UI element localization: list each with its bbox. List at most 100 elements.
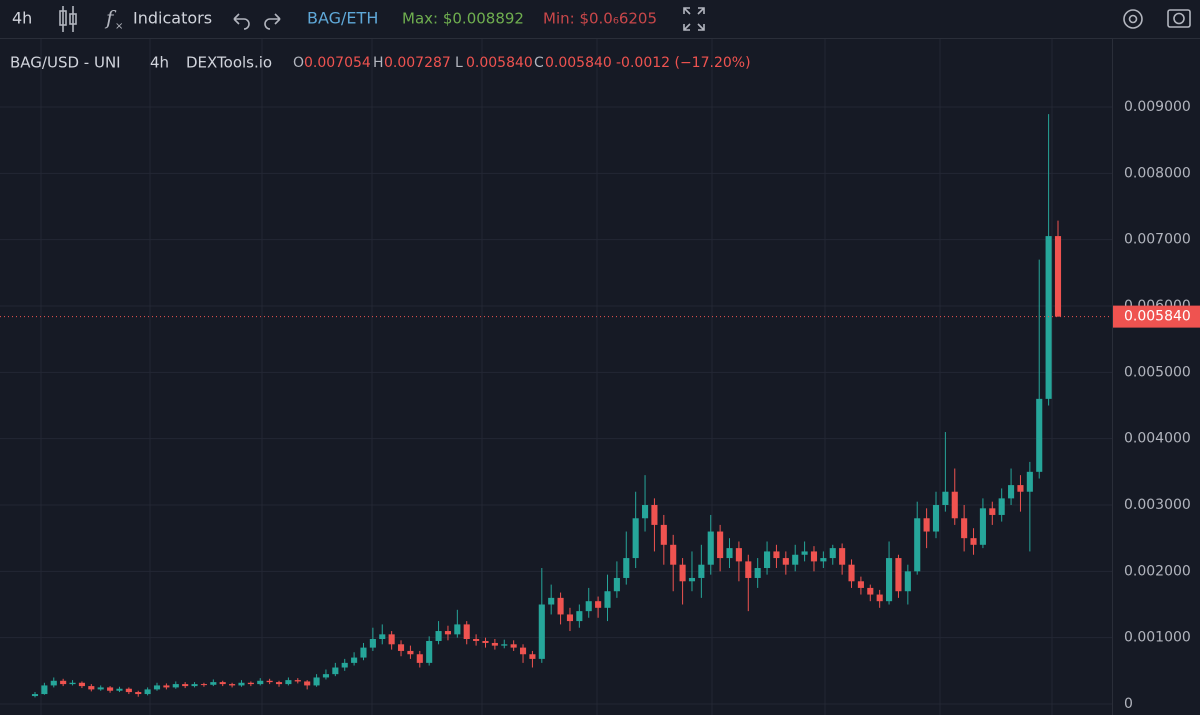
interval-button[interactable]: 4h [12,9,32,28]
candle-body [604,591,611,608]
y-tick-label: 0.001000 [1124,630,1191,646]
candle-body [388,634,395,645]
redo-icon[interactable] [264,13,281,30]
candle-body [125,688,132,693]
candle-body [229,684,236,686]
candle-body [60,680,67,685]
legend-key: C [534,55,544,71]
candle-body [360,647,367,658]
candle-body [219,682,226,685]
candle-body [238,682,245,686]
indicators-button[interactable]: Indicators [133,9,212,28]
candles [31,114,1062,698]
candle-body [144,689,151,695]
candle-body [1045,236,1052,399]
candle-body [641,505,649,519]
candle-body [538,604,545,659]
candle-body [510,644,517,648]
candle-body [548,597,555,605]
candle-body [679,564,686,582]
candle-body [266,680,273,683]
min-price: Min: $0.0₆6205 [543,10,657,28]
candle-body [341,662,348,668]
candle-body [576,611,583,622]
candle-body [773,551,780,559]
fullscreen-icon[interactable] [683,7,705,31]
candle-body [735,548,742,562]
candle-icon[interactable] [59,6,77,32]
candle-body [369,638,376,648]
candle-body [810,551,818,562]
candle-body [200,684,207,686]
candle-body [41,685,48,695]
candle-body [1026,471,1033,492]
candle-body [294,680,301,682]
candle-body [257,680,264,685]
candle-body [519,647,527,655]
candle-body [848,564,855,582]
candle-body [613,577,620,592]
candle-body [529,654,536,659]
candle-body [191,684,198,687]
candle-body [88,686,95,690]
legend-value: 0.007287 [384,55,451,71]
candle-body [247,682,254,685]
candle-body [764,551,771,569]
camera-icon[interactable] [1167,9,1191,28]
candle-body [801,551,808,555]
legend-key: O [293,55,304,71]
candle-body [313,677,320,686]
candle-body [829,548,836,559]
candle-body [557,597,564,615]
legend-key: L [455,55,463,71]
legend-interval: 4h [150,54,169,72]
y-tick-label: 0.003000 [1124,497,1191,513]
candle-body [867,587,874,595]
pair-link[interactable]: BAG/ETH [307,9,378,28]
legend-change: -0.0012 (−17.20%) [616,55,751,71]
candle-body [172,684,179,688]
candle-body [69,682,76,685]
candle-body [632,518,639,559]
candle-body [595,601,602,608]
y-tick-label: 0.008000 [1124,165,1191,181]
candle-body [1008,485,1015,499]
candle-body [135,692,142,695]
candle-body [463,624,470,639]
candle-body [501,644,508,646]
candle-body [717,531,724,559]
candle-body [322,674,329,678]
candle-body [210,682,217,685]
candle-body [1054,236,1062,317]
candle-body [1036,398,1043,472]
candle-body [332,667,339,675]
candle-body [116,688,123,691]
candle-body [839,548,846,565]
candle-body [670,544,677,565]
y-tick-label: 0.009000 [1124,99,1191,115]
candle-body [979,508,986,545]
legend-value: 0.005840 [466,55,533,71]
undo-icon[interactable] [233,13,250,30]
candle-body [407,650,414,655]
candle-body [182,684,189,687]
grid [0,39,1112,715]
candle-body [473,638,480,641]
candle-body [998,498,1005,515]
candle-body [351,657,358,663]
candle-body [275,682,283,685]
y-tick-label: 0.002000 [1124,563,1191,579]
candle-body [107,687,114,691]
candle-body [820,558,827,562]
candle-body [792,554,799,565]
legend-key: H [373,55,384,71]
candle-body [688,577,696,582]
settings-icon[interactable] [1123,9,1143,29]
candle-body [1017,485,1024,492]
legend-value: 0.007054 [304,55,371,71]
candle-body [397,644,405,651]
legend-value: 0.005840 [545,55,612,71]
candle-body [50,680,57,686]
candle-body [660,524,667,545]
